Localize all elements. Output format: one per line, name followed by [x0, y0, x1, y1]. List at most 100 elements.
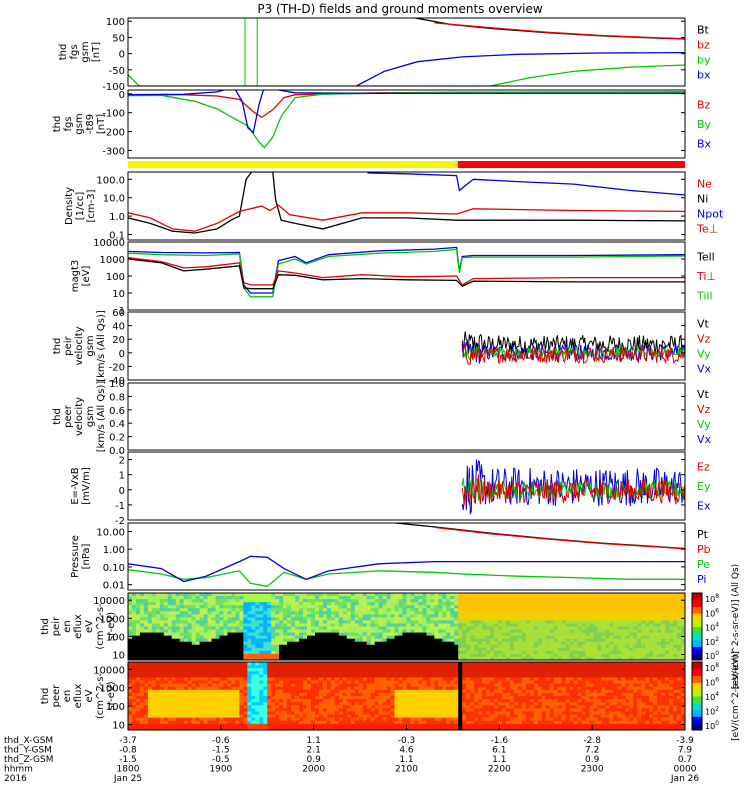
- ytick-label: 0.4: [109, 419, 125, 430]
- xaxis-value: 1900: [209, 765, 232, 775]
- ytick-label: 10.0: [103, 194, 125, 205]
- ytick-label: 0.2: [109, 433, 125, 444]
- ylabel: thd peir velocity gsm [km/s (All Qs)]: [52, 310, 107, 382]
- ylabel-line: [1/cc]: [75, 192, 86, 221]
- series-line-red: [434, 22, 685, 40]
- colorbar-tick: 108: [705, 662, 719, 673]
- legend-label: Pe: [697, 558, 710, 571]
- ylabel-line: fgs: [69, 44, 80, 59]
- ytick-label: -300: [102, 146, 125, 157]
- legend-label: Pt: [697, 528, 709, 541]
- panel-frame: [127, 89, 686, 159]
- ylabel-line: thd: [52, 408, 63, 425]
- legend-label: Pi: [697, 573, 706, 586]
- colorbar-label: [eV/(cm^2-s-sr-eV)]: [731, 651, 741, 741]
- ytick-label: 10000: [93, 596, 125, 607]
- plot-area: [128, 246, 685, 298]
- xaxis-row-label: thd_X-GSM: [4, 736, 53, 746]
- legend-label: Vx: [697, 433, 712, 446]
- ylabel-line: -t89: [85, 114, 96, 134]
- series-line-black: [395, 523, 685, 550]
- series-line-red: [128, 91, 685, 119]
- ytick-label: 0: [119, 50, 125, 61]
- ytick-label: 50: [112, 33, 125, 44]
- ylabel-line: fgs: [63, 116, 74, 131]
- series-line-black: [411, 18, 685, 40]
- ytick-label: 1: [119, 306, 125, 317]
- ytick-label: 2: [119, 456, 125, 467]
- ytick-label: -20: [109, 362, 125, 373]
- ylabel-line: (cm^2-s-: [95, 603, 106, 650]
- ylabel-line: thd: [40, 618, 51, 635]
- series-line-blue: [356, 51, 685, 86]
- ylabel-line: gsm: [85, 335, 96, 356]
- ytick-label: 0.8: [109, 392, 125, 403]
- xaxis-value: -1.6: [491, 736, 509, 746]
- plot-area: [128, 593, 685, 660]
- ylabel-line: peir: [63, 335, 74, 355]
- xaxis-value: -3.9: [676, 736, 694, 746]
- xaxis-value: 0000: [674, 765, 697, 775]
- ytick-label: 1.0: [109, 379, 125, 390]
- legend-label: Vy: [697, 418, 711, 431]
- ytick-label: -50: [109, 66, 125, 77]
- series-line-green: [128, 248, 685, 298]
- ytick-label: 100: [106, 632, 125, 643]
- xaxis-row-label: thd_Z-GSM: [4, 755, 53, 765]
- ylabel-line: eflux: [73, 684, 84, 709]
- legend-label: Pb: [697, 543, 711, 556]
- xaxis-value: 1800: [117, 765, 140, 775]
- colorbar-tick: 104: [705, 622, 719, 633]
- colorbar: 108 106 104 102 100 [eV/(cm^2-s-sr-eV)]: [691, 651, 741, 741]
- ytick-label: -40: [109, 376, 125, 387]
- ylabel-line: eV: [84, 620, 95, 633]
- series-line-black: [128, 258, 685, 290]
- xaxis-value: -0.8: [119, 746, 137, 756]
- ylabel-line: eflux: [73, 614, 84, 639]
- series-line-green: [128, 569, 685, 588]
- ylabel-line: gsm: [74, 113, 85, 134]
- xaxis-value: 0.9: [307, 755, 322, 765]
- ylabel-line: [nT]: [96, 114, 107, 134]
- plot-area: [128, 523, 685, 588]
- xaxis-row-label: thd_Y-GSM: [4, 746, 52, 756]
- ytick-label: 0.0: [109, 446, 125, 457]
- ylabel-line: [cm-3]: [86, 189, 97, 222]
- ylabel: E=-VxB [mV/m]: [70, 467, 92, 505]
- ylabel-line: velocity: [74, 397, 85, 436]
- ylabel-line: [eV]: [81, 266, 92, 287]
- plot-area: [128, 18, 685, 86]
- colorbar-frame: [691, 592, 703, 661]
- legend-label: Te⊥: [696, 223, 718, 236]
- plot-area: [128, 90, 685, 149]
- xaxis-value: 2.1: [307, 746, 321, 756]
- ylabel-line: en: [62, 620, 73, 633]
- panel-frame: [127, 592, 686, 661]
- legend-label: Vz: [697, 403, 711, 416]
- ytick-label: 100: [106, 702, 125, 713]
- xaxis-value: 7.9: [678, 746, 693, 756]
- ylabel-line: sr-eV): [106, 681, 117, 710]
- ylabel-line: magt3: [70, 260, 81, 293]
- ylabel-line: (cm^2-s-: [95, 672, 106, 719]
- ytick-label: 0.1: [109, 230, 125, 241]
- series-line-green: [128, 91, 685, 149]
- xaxis-value: -0.5: [212, 755, 230, 765]
- ylabel-line: peer: [63, 404, 74, 428]
- ylabel-line: thd: [58, 44, 69, 61]
- legend-label: by: [697, 54, 711, 67]
- xaxis-value: 4.6: [399, 746, 414, 756]
- colorbar-tick: 106: [705, 677, 719, 688]
- xaxis-value: 1.1: [492, 755, 506, 765]
- ylabel-line: E=-VxB: [70, 467, 81, 504]
- ylabel-line: thd: [40, 688, 51, 705]
- ytick-label: 10: [112, 720, 125, 731]
- xaxis-row-label: hhmm: [4, 765, 33, 775]
- ytick-label: 1000: [100, 614, 125, 625]
- ytick-label: 1.0: [109, 212, 125, 223]
- xaxis-value: -0.6: [212, 736, 230, 746]
- panel-frame: [127, 382, 686, 451]
- colorbar-tick: 100: [705, 650, 719, 661]
- ytick-label: 0: [119, 486, 125, 497]
